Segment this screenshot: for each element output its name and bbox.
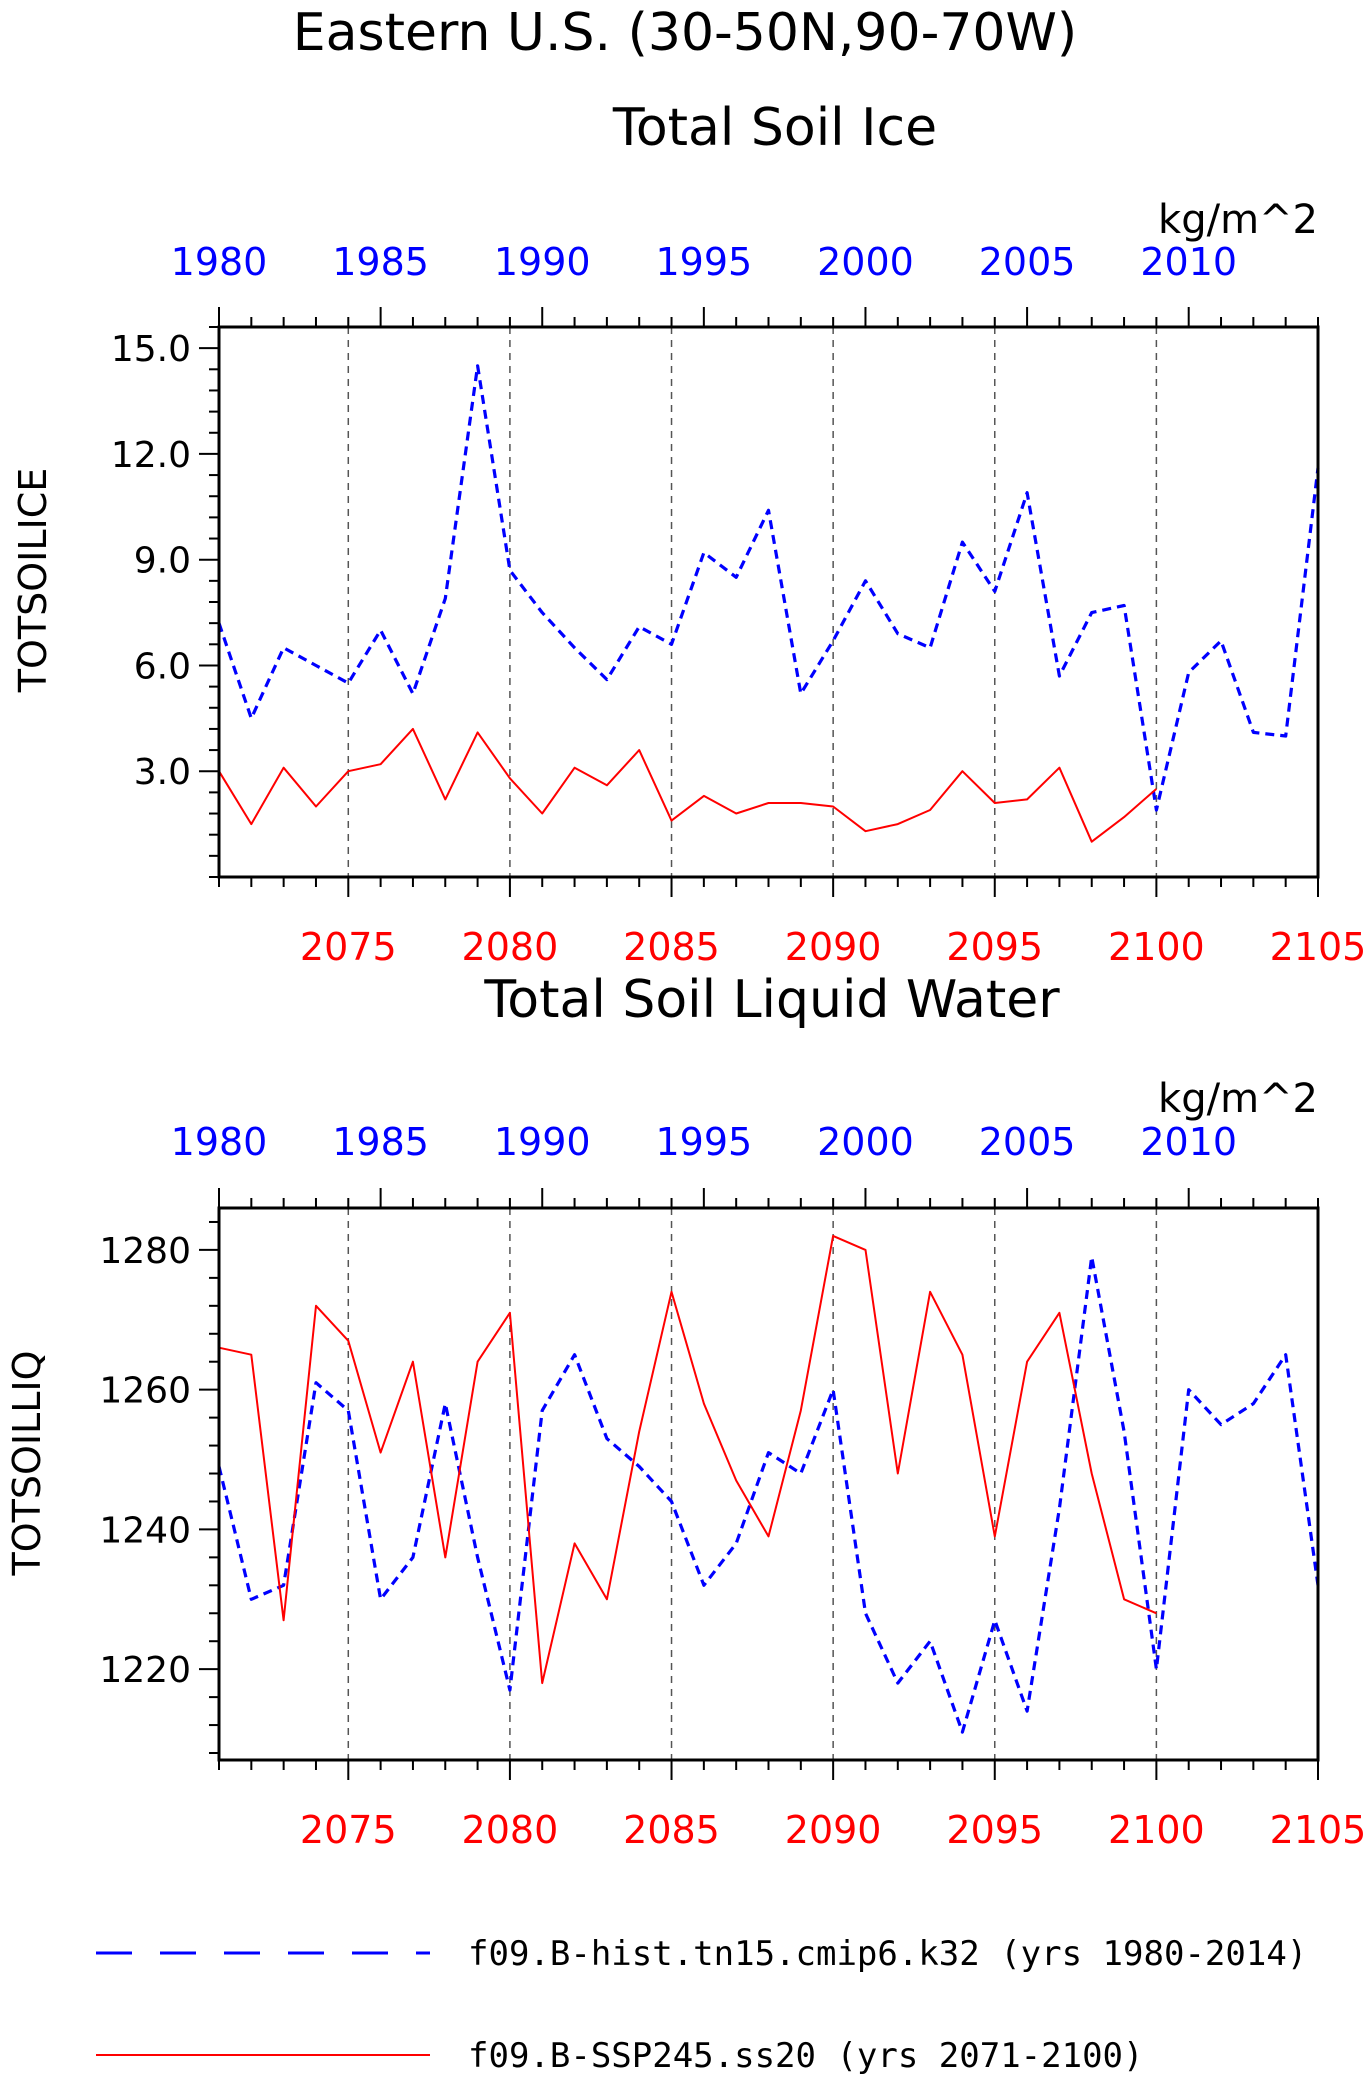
panel-title: Total Soil Liquid Water xyxy=(483,970,1060,1030)
x-top-tick-label: 1985 xyxy=(332,240,429,284)
x-top-tick-label: 2005 xyxy=(979,240,1076,284)
y-tick-label: 9.0 xyxy=(134,541,191,582)
x-bottom-tick-label: 2100 xyxy=(1108,1808,1205,1852)
x-bottom-tick-label: 2080 xyxy=(462,1808,559,1852)
y-tick-label: 6.0 xyxy=(134,646,191,687)
series-layer xyxy=(217,364,1320,843)
legend-ssp-label: f09.B-SSP245.ss20 (yrs 2071-2100) xyxy=(468,2036,1144,2074)
y-axis-label: TOTSOILICE xyxy=(11,468,55,694)
y-tick-label: 1260 xyxy=(99,1371,191,1412)
panel-total-soil-liquid-water: Total Soil Liquid Water kg/m^2 TOTSOILLI… xyxy=(5,970,1366,1852)
legend-hist-label: f09.B-hist.tn15.cmip6.k32 (yrs 1980-2014… xyxy=(468,1934,1307,1974)
y-tick-label: 1240 xyxy=(99,1510,191,1551)
x-bottom-tick-label: 2095 xyxy=(946,1808,1043,1852)
x-bottom-tick-label: 2105 xyxy=(1270,1808,1367,1852)
y-tick-label: 12.0 xyxy=(111,435,191,476)
figure-title: Eastern U.S. (30-50N,90-70W) xyxy=(293,3,1077,63)
x-top-tick-label: 2005 xyxy=(979,1120,1076,1164)
x-top-tick-label: 2000 xyxy=(817,1120,914,1164)
series-layer xyxy=(217,1234,1320,1734)
x-top-tick-label: 2010 xyxy=(1140,1120,1237,1164)
grid xyxy=(347,1208,1158,1760)
x-top-tick-label: 1990 xyxy=(494,240,591,284)
x-bottom-tick-label: 2090 xyxy=(785,1808,882,1852)
y-tick-label: 1280 xyxy=(99,1231,191,1272)
series-line-ssp xyxy=(218,1234,1157,1685)
units-label: kg/m^2 xyxy=(1158,1076,1318,1122)
y-tick-label: 3.0 xyxy=(134,752,191,793)
x-top-tick-label: 1985 xyxy=(332,1120,429,1164)
y-tick-label: 15.0 xyxy=(111,329,191,370)
x-bottom-tick-label: 2075 xyxy=(300,1808,397,1852)
x-bottom-tick-label: 2075 xyxy=(300,925,397,969)
x-top-tick-label: 1995 xyxy=(655,240,752,284)
grid xyxy=(347,327,1158,877)
x-bottom-tick-label: 2080 xyxy=(462,925,559,969)
panel-title: Total Soil Ice xyxy=(612,98,937,158)
x-top-tick-label: 1990 xyxy=(494,1120,591,1164)
x-bottom-tick-label: 2105 xyxy=(1270,925,1367,969)
x-top-tick-label: 1980 xyxy=(171,240,268,284)
x-bottom-tick-label: 2100 xyxy=(1108,925,1205,969)
panel-total-soil-ice: Total Soil Ice kg/m^2 TOTSOILICE 15.0 12.… xyxy=(11,98,1366,969)
legend: f09.B-hist.tn15.cmip6.k32 (yrs 1980-2014… xyxy=(96,1934,1307,2074)
axes: 15.0 12.0 9.0 6.0 3.0 2075 2080 2085 2090 2095 210… xyxy=(111,240,1367,969)
x-top-tick-label: 2000 xyxy=(817,240,914,284)
units-label: kg/m^2 xyxy=(1158,197,1318,243)
plot-frame xyxy=(217,1206,1320,1762)
y-tick-label: 1220 xyxy=(99,1650,191,1691)
x-bottom-tick-label: 2085 xyxy=(623,925,720,969)
y-axis-label: TOTSOILLIQ xyxy=(5,1350,49,1576)
x-top-tick-label: 2010 xyxy=(1140,240,1237,284)
x-bottom-tick-label: 2095 xyxy=(946,925,1043,969)
x-top-tick-label: 1995 xyxy=(655,1120,752,1164)
series-line-ssp xyxy=(218,727,1158,843)
x-bottom-tick-label: 2090 xyxy=(785,925,882,969)
series-line-hist xyxy=(217,364,1320,812)
series-line-hist xyxy=(217,1255,1320,1734)
x-top-tick-label: 1980 xyxy=(171,1120,268,1164)
axes: 1280 1260 1240 1220 2075 2080 2085 2090 2095 2100… xyxy=(99,1120,1366,1852)
x-bottom-tick-label: 2085 xyxy=(623,1808,720,1852)
